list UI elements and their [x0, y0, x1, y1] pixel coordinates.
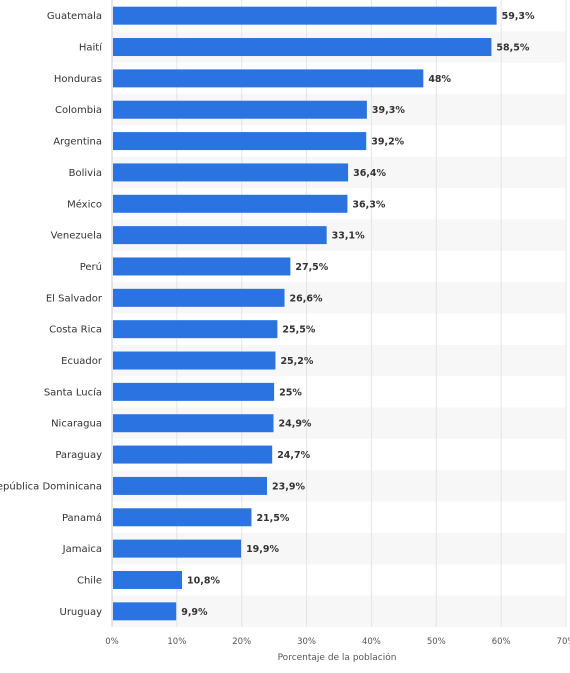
- x-tick-label: 70%: [557, 637, 570, 647]
- x-axis-title: Porcentaje de la población: [278, 652, 397, 663]
- category-label: Guatemala: [47, 11, 102, 22]
- value-label: 36,4%: [353, 168, 386, 179]
- x-tick-label: 10%: [167, 637, 186, 647]
- x-tick-label: 50%: [427, 637, 446, 647]
- value-label: 59,3%: [502, 11, 535, 22]
- bar: [113, 194, 348, 213]
- bar: [113, 602, 177, 621]
- value-label: 58,5%: [496, 43, 529, 54]
- bar: [113, 351, 276, 370]
- bar: [113, 6, 497, 25]
- category-label: Ecuador: [61, 356, 103, 367]
- bar: [113, 320, 278, 339]
- value-label: 19,9%: [246, 544, 279, 555]
- category-label: Costa Rica: [49, 325, 102, 336]
- value-label: 9,9%: [181, 607, 208, 618]
- value-label: 24,7%: [277, 450, 310, 461]
- value-label: 39,3%: [372, 105, 405, 116]
- x-tick-label: 60%: [492, 637, 511, 647]
- bar: [113, 445, 273, 464]
- value-label: 23,9%: [272, 481, 305, 492]
- bar: [113, 508, 252, 527]
- bar: [113, 288, 285, 307]
- row-band: [112, 595, 566, 627]
- category-label: Bolivia: [69, 168, 102, 179]
- category-label: Nicaragua: [51, 419, 102, 430]
- category-label: El Salvador: [46, 293, 103, 304]
- bar: [113, 100, 367, 119]
- value-label: 21,5%: [256, 513, 289, 524]
- bars: [113, 6, 497, 621]
- bar: [113, 69, 424, 88]
- bar: [113, 382, 275, 401]
- x-tick-label: 20%: [232, 637, 251, 647]
- bar: [113, 38, 492, 57]
- bar: [113, 539, 242, 558]
- bar: [113, 414, 274, 433]
- value-label: 48%: [428, 74, 451, 85]
- category-label: Uruguay: [60, 607, 103, 618]
- category-label: Venezuela: [51, 231, 102, 242]
- bar: [113, 257, 291, 276]
- category-label: Argentina: [53, 137, 102, 148]
- category-label: Perú: [80, 261, 102, 273]
- value-label: 39,2%: [371, 137, 404, 148]
- x-tick-label: 30%: [297, 637, 316, 647]
- value-label: 24,9%: [278, 419, 311, 430]
- value-label: 27,5%: [295, 262, 328, 273]
- value-labels: 59,3% 58,5% 48% 39,3% 39,2% 36,4% 36,3% 33,1% 27…: [181, 11, 535, 618]
- bar: [113, 226, 327, 245]
- value-label: 25,2%: [280, 356, 313, 367]
- value-label: 33,1%: [332, 231, 365, 242]
- bar: [113, 476, 268, 495]
- category-label: Santa Lucía: [44, 386, 102, 398]
- value-label: 25,5%: [282, 325, 315, 336]
- category-label: Haití: [79, 42, 103, 54]
- bar: [113, 570, 183, 589]
- value-label: 26,6%: [290, 293, 323, 304]
- x-axis-ticks: 0% 10% 20% 30% 40% 50% 60% 70%: [105, 637, 570, 647]
- x-tick-label: 40%: [362, 637, 381, 647]
- category-label: República Dominicana: [0, 480, 102, 492]
- x-tick-label: 0%: [105, 637, 119, 647]
- bar: [113, 163, 349, 182]
- value-label: 36,3%: [352, 199, 385, 210]
- category-label: Honduras: [54, 74, 102, 85]
- category-label: Jamaica: [62, 544, 102, 555]
- category-label: Panamá: [62, 512, 102, 524]
- value-label: 10,8%: [187, 575, 220, 586]
- category-label: Paraguay: [55, 450, 102, 461]
- category-label: México: [67, 198, 102, 210]
- value-label: 25%: [279, 387, 302, 398]
- bar: [113, 132, 367, 151]
- category-label: Colombia: [55, 105, 102, 116]
- category-label: Chile: [77, 575, 102, 586]
- category-labels: Guatemala Haití Honduras Colombia Argentina B…: [0, 11, 103, 618]
